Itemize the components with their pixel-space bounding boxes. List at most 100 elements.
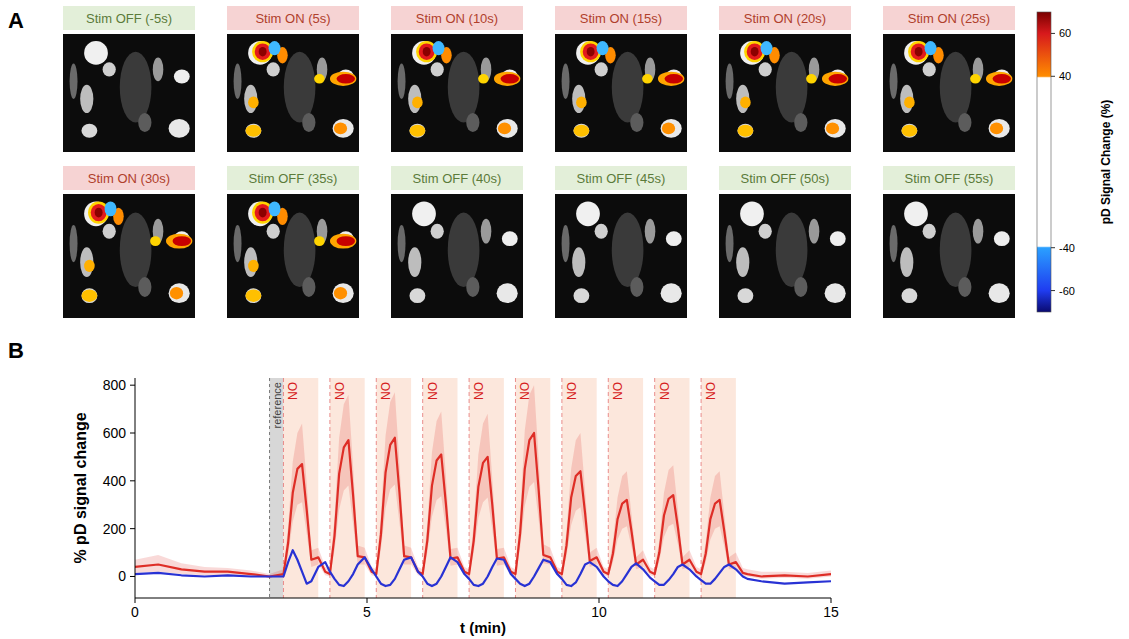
anatomy: [666, 231, 682, 246]
activation: [737, 125, 753, 137]
activation: [576, 97, 587, 109]
activation: [255, 43, 271, 60]
deactivation: [433, 41, 445, 55]
anatomy: [153, 58, 164, 82]
stimulus-label: NO: [658, 382, 672, 400]
anatomy: [973, 219, 984, 244]
activation: [665, 74, 683, 83]
anatomy: [759, 224, 772, 239]
anatomy: [412, 201, 436, 226]
stimulus-edge: [701, 378, 702, 598]
colorbar-tick: [1051, 76, 1055, 77]
deactivation: [105, 201, 117, 216]
deactivation: [269, 41, 281, 55]
anatomy: [245, 124, 261, 138]
anatomy: [989, 119, 1010, 138]
frame: Stim OFF (-5s): [63, 6, 195, 152]
activation: [658, 72, 684, 86]
frame-label: Stim ON (10s): [416, 11, 498, 26]
anatomy: [661, 119, 682, 138]
activation: [255, 204, 271, 221]
anatomy: [81, 124, 97, 138]
y-tick: [130, 528, 135, 529]
y-tick-label: 800: [103, 377, 127, 393]
anatomy: [302, 277, 315, 297]
frame-label: Stim OFF (55s): [905, 171, 994, 186]
anatomy: [234, 225, 242, 262]
frame-label: Stim OFF (50s): [741, 171, 830, 186]
anatomy: [284, 52, 316, 123]
activation: [662, 122, 675, 134]
colorbar-tick-label: 40: [1059, 70, 1071, 82]
frame-header: [63, 6, 195, 30]
frame-image: [391, 34, 523, 152]
anatomy: [169, 283, 190, 303]
activation: [173, 236, 191, 246]
frame-label: Stim ON (25s): [908, 11, 990, 26]
anatomy: [267, 224, 280, 239]
anatomy: [81, 288, 97, 303]
activation: [970, 74, 981, 83]
panel-letter: B: [8, 338, 24, 363]
activation: [166, 234, 192, 249]
anatomy: [576, 201, 600, 226]
plot-area: [135, 378, 831, 598]
anatomy: [809, 219, 820, 244]
y-tick-label: 0: [118, 568, 126, 584]
activation: [494, 72, 520, 86]
y-axis: [135, 378, 136, 598]
frame-label: Stim ON (20s): [744, 11, 826, 26]
activation: [990, 122, 1003, 134]
anatomy: [169, 119, 190, 138]
stimulus-label: NO: [333, 382, 347, 400]
deactivation: [761, 41, 773, 55]
anatomy: [120, 213, 152, 287]
x-axis: [135, 598, 831, 599]
activation: [412, 97, 423, 109]
frame-header: [555, 6, 687, 30]
frame-header: [719, 6, 851, 30]
anatomy: [234, 63, 242, 98]
frame: Stim ON (10s): [391, 6, 523, 152]
frame-label: Stim ON (5s): [255, 11, 330, 26]
anatomy: [138, 277, 151, 297]
colorbar-tick: [1051, 247, 1055, 248]
stimulus-edge: [561, 378, 562, 598]
frame: Stim ON (15s): [555, 6, 687, 152]
frame: Stim ON (20s): [719, 6, 851, 152]
anatomy: [103, 224, 116, 239]
y-tick-label: 200: [103, 521, 127, 537]
anatomy: [562, 225, 570, 262]
frame: Stim ON (25s): [883, 6, 1015, 152]
stimulus-label: NO: [704, 382, 718, 400]
anatomy: [923, 62, 936, 76]
activation: [478, 74, 489, 83]
anatomy: [940, 52, 972, 123]
activation: [806, 74, 817, 83]
activation: [314, 74, 325, 83]
stimulus-edge: [608, 378, 609, 598]
frame-header: [883, 166, 1015, 190]
anatomy: [70, 63, 78, 98]
anatomy: [726, 225, 734, 262]
reference-label: reference: [271, 382, 283, 428]
activation: [501, 74, 519, 83]
stimulus-label: NO: [518, 382, 532, 400]
anatomy: [890, 63, 898, 98]
anatomy: [562, 63, 570, 98]
frame-header: [883, 6, 1015, 30]
activation: [986, 72, 1012, 86]
deactivation: [269, 201, 281, 216]
stimulus-label: NO: [472, 382, 486, 400]
anatomy: [70, 225, 78, 262]
y-tick-label: 400: [103, 473, 127, 489]
anatomy: [481, 219, 492, 244]
series-line: [135, 550, 831, 586]
anatomy: [630, 277, 643, 297]
frame-label: Stim OFF (45s): [577, 171, 666, 186]
stimulus-label: NO: [286, 382, 300, 400]
panel-letter: A: [8, 8, 24, 33]
anatomy: [398, 63, 406, 98]
activation: [904, 97, 915, 109]
activation: [81, 289, 97, 301]
